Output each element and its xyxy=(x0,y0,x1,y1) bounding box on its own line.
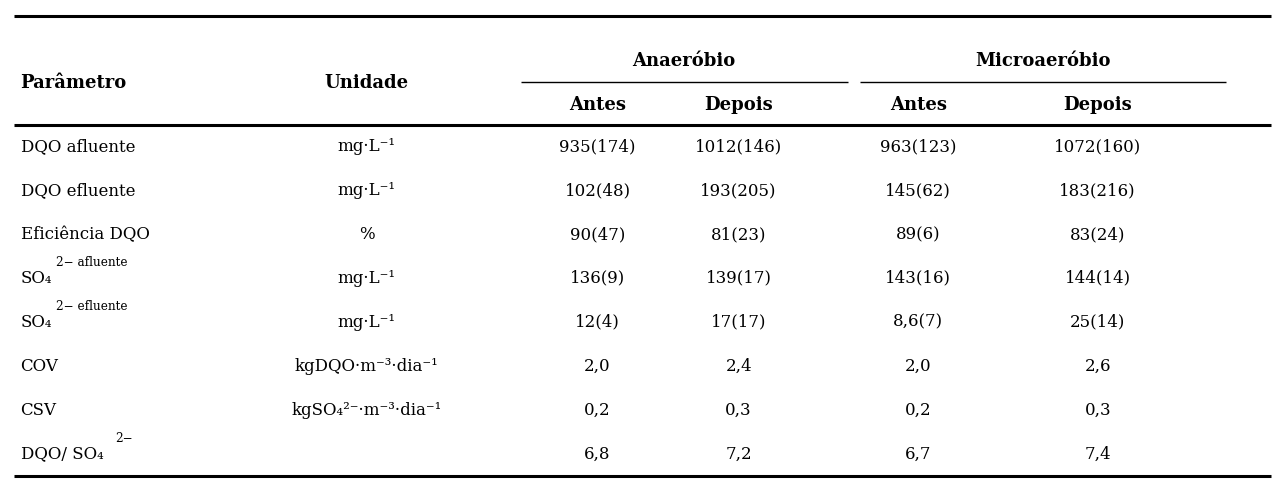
Text: 136(9): 136(9) xyxy=(571,270,626,287)
Text: 963(123): 963(123) xyxy=(880,138,956,155)
Text: Antes: Antes xyxy=(889,96,947,114)
Text: Anaeróbio: Anaeróbio xyxy=(632,52,736,70)
Text: 1012(146): 1012(146) xyxy=(695,138,783,155)
Text: 2,0: 2,0 xyxy=(905,358,932,375)
Text: DQO afluente: DQO afluente xyxy=(21,138,135,155)
Text: 0,3: 0,3 xyxy=(1085,401,1112,419)
Text: CSV: CSV xyxy=(21,401,57,419)
Text: 102(48): 102(48) xyxy=(564,182,631,199)
Text: 2,6: 2,6 xyxy=(1085,358,1112,375)
Text: DQO/ SO₄: DQO/ SO₄ xyxy=(21,445,103,462)
Text: mg·L⁻¹: mg·L⁻¹ xyxy=(338,270,396,287)
Text: 139(17): 139(17) xyxy=(705,270,772,287)
Text: 935(174): 935(174) xyxy=(559,138,636,155)
Text: 0,3: 0,3 xyxy=(725,401,752,419)
Text: 145(62): 145(62) xyxy=(885,182,951,199)
Text: 2,4: 2,4 xyxy=(725,358,752,375)
Text: 1072(160): 1072(160) xyxy=(1054,138,1141,155)
Text: 90(47): 90(47) xyxy=(571,226,626,243)
Text: mg·L⁻¹: mg·L⁻¹ xyxy=(338,314,396,331)
Text: Eficiência DQO: Eficiência DQO xyxy=(21,226,149,243)
Text: 8,6(7): 8,6(7) xyxy=(893,314,943,331)
Text: SO₄: SO₄ xyxy=(21,270,53,287)
Text: Parâmetro: Parâmetro xyxy=(21,74,127,92)
Text: 2− afluente: 2− afluente xyxy=(57,256,127,269)
Text: DQO efluente: DQO efluente xyxy=(21,182,135,199)
Text: Antes: Antes xyxy=(569,96,626,114)
Text: Depois: Depois xyxy=(1063,96,1132,114)
Text: kgDQO·m⁻³·dia⁻¹: kgDQO·m⁻³·dia⁻¹ xyxy=(296,358,438,375)
Text: %: % xyxy=(359,226,375,243)
Text: mg·L⁻¹: mg·L⁻¹ xyxy=(338,138,396,155)
Text: 143(16): 143(16) xyxy=(885,270,951,287)
Text: SO₄: SO₄ xyxy=(21,314,53,331)
Text: 25(14): 25(14) xyxy=(1070,314,1126,331)
Text: Unidade: Unidade xyxy=(325,74,409,92)
Text: 193(205): 193(205) xyxy=(700,182,777,199)
Text: 6,8: 6,8 xyxy=(585,445,610,462)
Text: kgSO₄²⁻·m⁻³·dia⁻¹: kgSO₄²⁻·m⁻³·dia⁻¹ xyxy=(292,401,442,419)
Text: 2−: 2− xyxy=(114,431,132,445)
Text: 6,7: 6,7 xyxy=(905,445,932,462)
Text: 183(216): 183(216) xyxy=(1059,182,1136,199)
Text: 144(14): 144(14) xyxy=(1065,270,1131,287)
Text: COV: COV xyxy=(21,358,59,375)
Text: 12(4): 12(4) xyxy=(576,314,621,331)
Text: Depois: Depois xyxy=(704,96,774,114)
Text: 2− efluente: 2− efluente xyxy=(57,300,127,313)
Text: 7,2: 7,2 xyxy=(725,445,752,462)
Text: 2,0: 2,0 xyxy=(585,358,610,375)
Text: 0,2: 0,2 xyxy=(905,401,932,419)
Text: 81(23): 81(23) xyxy=(711,226,766,243)
Text: 0,2: 0,2 xyxy=(585,401,610,419)
Text: 89(6): 89(6) xyxy=(896,226,941,243)
Text: mg·L⁻¹: mg·L⁻¹ xyxy=(338,182,396,199)
Text: 83(24): 83(24) xyxy=(1070,226,1126,243)
Text: 7,4: 7,4 xyxy=(1085,445,1112,462)
Text: Microaeróbio: Microaeróbio xyxy=(975,52,1112,70)
Text: 17(17): 17(17) xyxy=(711,314,766,331)
